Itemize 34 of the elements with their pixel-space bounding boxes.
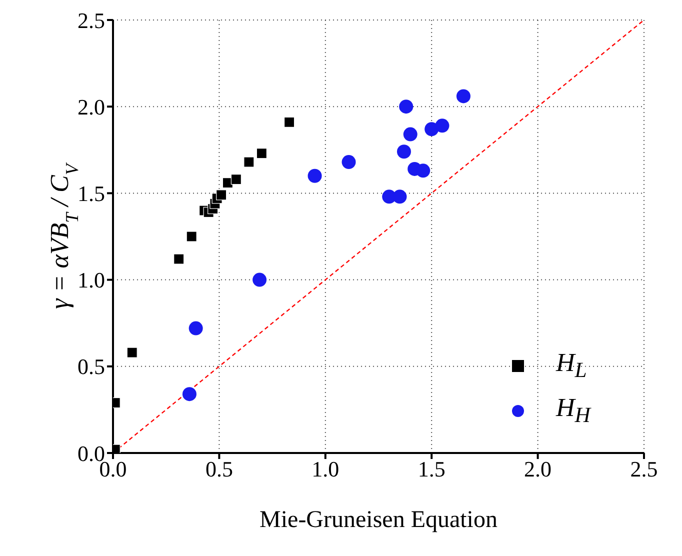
point bbox=[342, 155, 356, 170]
point bbox=[284, 116, 295, 128]
y-tick-label: 1.5 bbox=[78, 181, 105, 206]
point bbox=[416, 164, 430, 178]
legend-label: H$_{L}$ bbox=[556, 348, 587, 384]
y-tick-label: 2.5 bbox=[78, 8, 105, 33]
point bbox=[392, 190, 407, 204]
point bbox=[186, 231, 197, 242]
point bbox=[403, 127, 418, 142]
y-tick-label: 0.5 bbox=[78, 354, 105, 380]
point bbox=[456, 89, 470, 104]
x-tick-label: 1.5 bbox=[418, 456, 446, 482]
legend-label: H$_{H}$ bbox=[556, 393, 590, 428]
point bbox=[230, 174, 242, 185]
point bbox=[308, 168, 322, 183]
point bbox=[188, 321, 203, 336]
point bbox=[424, 122, 439, 136]
y-tick-label: 1.0 bbox=[78, 268, 105, 293]
point bbox=[396, 144, 411, 159]
point bbox=[256, 148, 267, 159]
point bbox=[182, 387, 196, 402]
point bbox=[399, 100, 414, 114]
x-tick-label: 1.0 bbox=[312, 456, 340, 482]
x-tick-label: 2.0 bbox=[524, 456, 552, 482]
point bbox=[252, 272, 267, 287]
point bbox=[216, 190, 227, 200]
y-tick-label: 2.0 bbox=[78, 94, 105, 120]
x-tick-label: 2.5 bbox=[630, 456, 658, 482]
x-tick-label: 0.5 bbox=[205, 456, 233, 482]
point bbox=[126, 347, 138, 358]
point bbox=[244, 156, 254, 168]
point bbox=[174, 254, 184, 264]
point bbox=[435, 118, 450, 133]
x-axis-title: Mie-Gruneisen Equation bbox=[260, 507, 498, 533]
